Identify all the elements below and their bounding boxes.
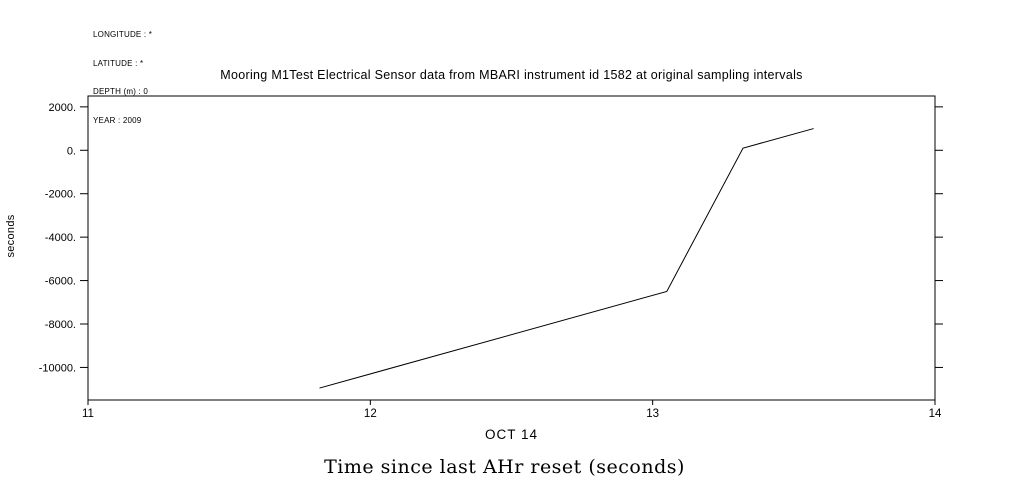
x-tick-label: 13: [646, 408, 659, 420]
x-tick-label: 12: [364, 408, 377, 420]
x-axis-label: OCT 14: [484, 427, 539, 442]
metadata-longitude: LONGITUDE : *: [93, 30, 153, 39]
metadata-latitude: LATITUDE : *: [93, 58, 144, 68]
metadata-year: YEAR : 2009: [93, 115, 142, 125]
y-axis-label: seconds: [5, 214, 17, 258]
y-tick-label: -8000.: [45, 319, 76, 331]
plot-border: [87, 95, 936, 401]
y-tick-label: 2000.: [48, 102, 76, 114]
chart-title: Mooring M1Test Electrical Sensor data fr…: [220, 68, 803, 82]
y-tick-label: -2000.: [45, 189, 76, 201]
y-tick-label: -10000.: [39, 362, 76, 374]
x-tick-label: 14: [929, 408, 942, 420]
metadata-depth: DEPTH (m) : 0: [93, 87, 149, 96]
y-tick-label: -6000.: [45, 276, 76, 288]
data-line-time-since-last-AHr-reset: [319, 128, 814, 389]
chart-caption: Time since last AHr reset (seconds): [324, 456, 685, 478]
metadata-block: LONGITUDE : * LATITUDE : * DEPTH (m) : 0…: [93, 11, 152, 144]
y-tick-label: 0.: [67, 145, 76, 157]
x-tick-label: 11: [82, 408, 94, 420]
y-tick-label: -4000.: [45, 232, 76, 244]
